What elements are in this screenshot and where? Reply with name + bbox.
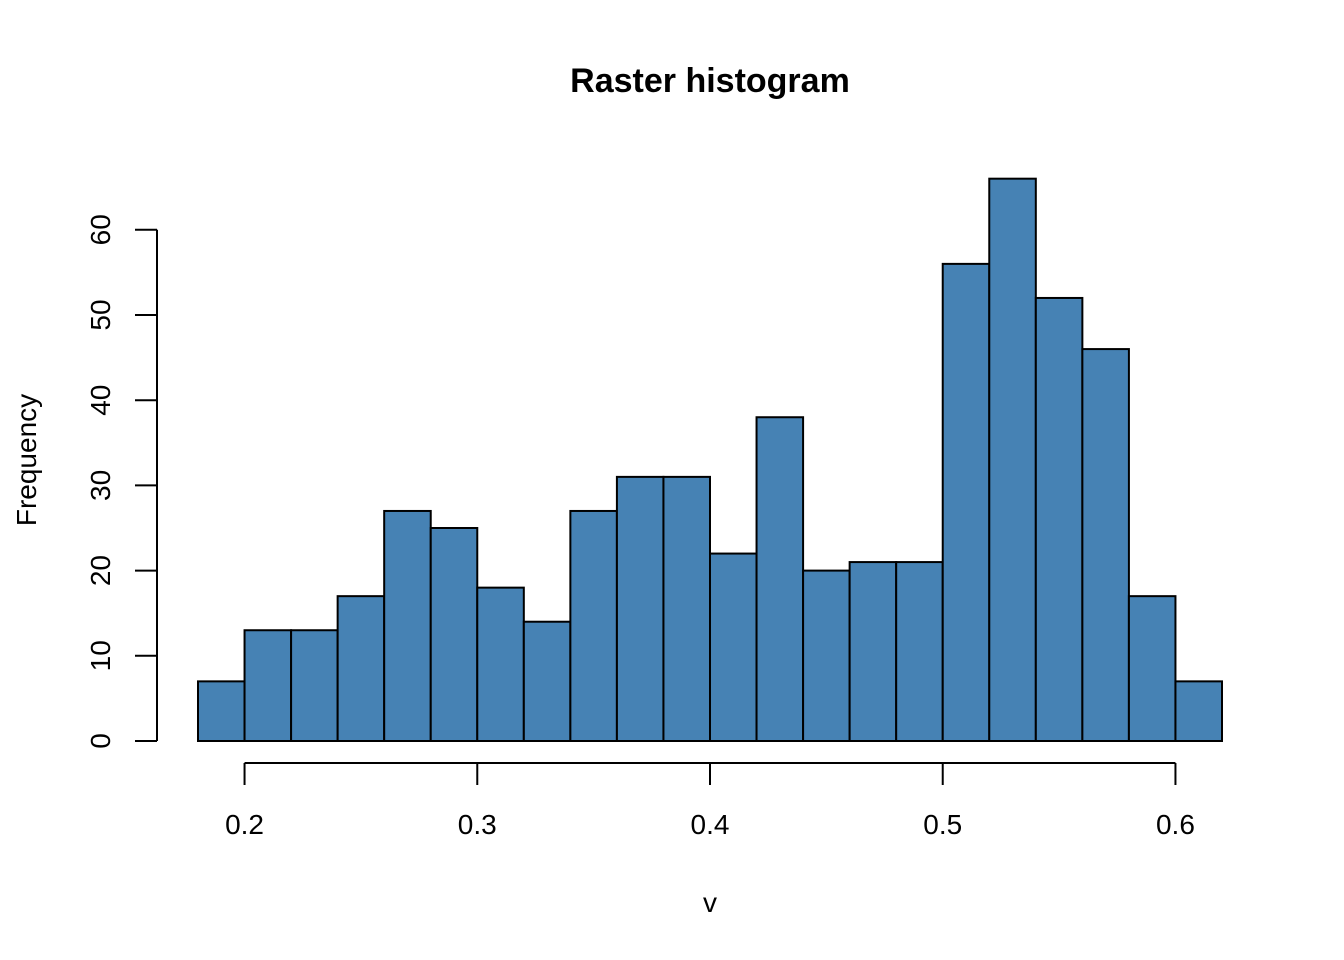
y-tick-label: 0 (85, 733, 116, 749)
histogram-bar-13 (803, 571, 850, 741)
y-tick-label: 50 (85, 299, 116, 330)
histogram-bar-12 (757, 417, 804, 741)
histogram-bar-19 (1082, 349, 1129, 741)
histogram-bar-21 (1175, 681, 1222, 741)
x-axis-label: v (703, 887, 717, 918)
x-axis: 0.2 0.3 0.4 0.5 0.6 (225, 763, 1195, 840)
histogram-bar-7 (524, 622, 571, 741)
y-tick-label: 10 (85, 640, 116, 671)
histogram-bar-20 (1129, 596, 1176, 741)
histogram-bar-8 (570, 511, 617, 741)
chart-title: Raster histogram (570, 62, 850, 100)
histogram-bar-9 (617, 477, 664, 741)
y-tick-label: 40 (85, 385, 116, 416)
histogram-bar-6 (477, 588, 524, 741)
histogram-bar-18 (1036, 298, 1083, 741)
x-tick-label: 0.4 (691, 809, 730, 840)
histogram-bar-11 (710, 554, 757, 741)
y-tick-label: 30 (85, 470, 116, 501)
bars-group (198, 179, 1222, 741)
histogram-bar-15 (896, 562, 943, 741)
y-tick-label: 60 (85, 214, 116, 245)
y-axis-label: Frequency (11, 394, 42, 526)
x-tick-label: 0.6 (1156, 809, 1195, 840)
histogram-bar-16 (943, 264, 990, 741)
x-tick-label: 0.2 (225, 809, 264, 840)
y-axis: 0 10 20 30 40 50 60 (85, 214, 157, 749)
histogram-bar-5 (431, 528, 478, 741)
histogram-bar-1 (245, 630, 292, 741)
histogram-bar-2 (291, 630, 338, 741)
x-tick-label: 0.3 (458, 809, 497, 840)
histogram-bar-10 (663, 477, 710, 741)
y-tick-label: 20 (85, 555, 116, 586)
histogram-bar-3 (338, 596, 385, 741)
histogram-bar-4 (384, 511, 431, 741)
histogram-bar-14 (850, 562, 897, 741)
histogram-bar-17 (989, 179, 1036, 741)
x-tick-label: 0.5 (923, 809, 962, 840)
histogram-bar-0 (198, 681, 245, 741)
